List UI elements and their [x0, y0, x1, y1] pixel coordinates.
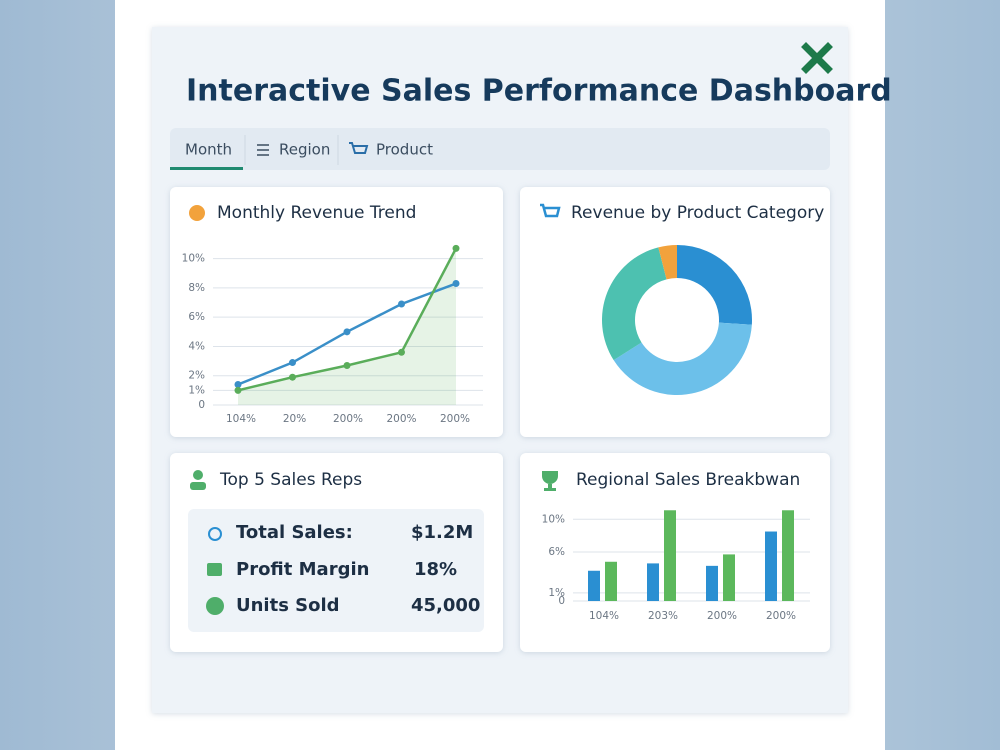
bar [664, 510, 676, 601]
kpi-value: 45,000 [411, 595, 480, 616]
point [343, 328, 351, 336]
kpi-label: Total Sales: [236, 522, 353, 543]
card-title: Regional Sales Breakbwan [576, 470, 800, 490]
tab[interactable]: Month [185, 141, 232, 159]
donut-slice [602, 247, 667, 361]
y-tick-label: 6% [548, 546, 565, 558]
y-tick-label: 10% [182, 253, 205, 265]
point [398, 300, 405, 308]
card-title: Revenue by Product Category [571, 203, 824, 223]
kpi-icon [207, 563, 222, 576]
x-tick-label: 104% [589, 610, 619, 622]
card [520, 187, 830, 437]
bar [647, 563, 659, 601]
y-tick-label: 0 [558, 595, 565, 607]
excel-logo [801, 42, 833, 74]
donut-slice [613, 322, 752, 395]
point [234, 381, 242, 389]
tab-bar [170, 128, 830, 170]
cart-icon [349, 142, 369, 154]
point [398, 348, 405, 356]
bar [706, 565, 718, 601]
point [289, 359, 296, 367]
x-tick-label: 200% [333, 413, 363, 425]
tab[interactable]: Region [279, 141, 330, 159]
trophy-icon [542, 471, 558, 491]
point [452, 244, 460, 252]
bar [588, 570, 600, 601]
kpi-value: $1.2M [411, 522, 473, 543]
y-tick-label: 6% [188, 311, 205, 323]
x-tick-label: 200% [440, 413, 470, 425]
y-tick-label: 10% [542, 513, 565, 525]
kpi-icon [208, 527, 222, 541]
tab[interactable]: Product [376, 141, 433, 159]
x-tick-label: 104% [226, 413, 256, 425]
card-title: Top 5 Sales Reps [219, 470, 362, 490]
x-tick-label: 203% [648, 610, 678, 622]
kpi-value: 18% [414, 559, 457, 580]
kpi-label: Units Sold [236, 595, 340, 616]
y-tick-label: 8% [188, 282, 205, 294]
cart-icon [540, 203, 561, 218]
x-tick-label: 200% [386, 413, 416, 425]
bar [723, 554, 735, 601]
bar [765, 531, 777, 601]
y-tick-label: 2% [188, 370, 205, 382]
x-tick-label: 200% [707, 610, 737, 622]
kpi-label: Profit Margin [236, 559, 369, 580]
area [238, 248, 456, 405]
point [343, 361, 351, 369]
kpi-box [188, 509, 484, 632]
x-tick-label: 20% [283, 413, 306, 425]
y-tick-label: 4% [188, 340, 205, 352]
person-icon [190, 470, 206, 490]
donut-slice [677, 245, 752, 325]
y-tick-label: 1% [548, 587, 565, 599]
card-title: Monthly Revenue Trend [217, 203, 416, 223]
page-title: Interactive Sales Performance Dashboard [186, 74, 892, 109]
kpi-icon [206, 597, 224, 615]
y-tick-label: 1% [188, 384, 205, 396]
card [170, 187, 503, 437]
point [289, 373, 296, 381]
x-tick-label: 200% [766, 610, 796, 622]
point [452, 280, 460, 288]
bar [605, 561, 617, 601]
bar [782, 510, 794, 601]
point [234, 386, 242, 394]
y-tick-label: 0 [198, 399, 205, 411]
tab-underline [170, 167, 243, 170]
list-icon [257, 144, 269, 156]
donut-slice [658, 245, 677, 280]
coin-icon [189, 205, 205, 221]
